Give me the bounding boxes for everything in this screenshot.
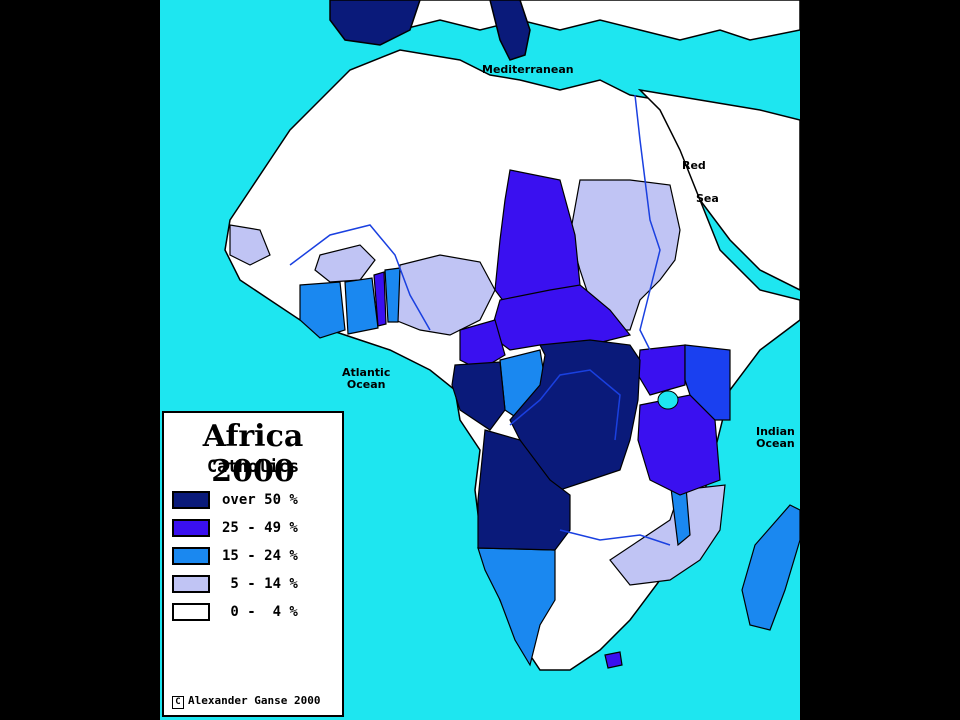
mozambique-lavender (609, 484, 726, 586)
west-africa-lavender (229, 224, 271, 266)
madagascar-blue (741, 504, 800, 631)
atlantic-line-1: Atlantic (342, 366, 391, 379)
africa-map (224, 0, 800, 671)
legend-label: 5 - 14 % (222, 576, 298, 592)
legend-swatch (172, 603, 210, 621)
red-sea-label-2: Sea (696, 192, 719, 205)
legend-row-5-14: 5 - 14 % (172, 575, 338, 595)
credit-text: Alexander Ganse 2000 (188, 694, 321, 707)
atlantic-line-2: Ocean (346, 378, 386, 391)
zambezi-river (559, 529, 671, 546)
mediterranean-label: Mediterranean (482, 63, 574, 76)
legend-label: 0 - 4 % (222, 604, 298, 620)
map-credit: C Alexander Ganse 2000 (172, 694, 320, 709)
niger-river (289, 224, 431, 331)
legend-swatch (172, 575, 210, 593)
nile-river (634, 94, 661, 351)
legend-label: 15 - 24 % (222, 548, 298, 564)
legend-swatch (172, 491, 210, 509)
legend-swatch (172, 519, 210, 537)
legend-swatch (172, 547, 210, 565)
nigeria-lavender (394, 254, 496, 336)
iberia (329, 0, 421, 46)
lesotho-purple (604, 651, 623, 669)
uganda-purple (637, 344, 686, 396)
legend-row-15-24: 15 - 24 % (172, 547, 338, 567)
gabon-navy (451, 361, 506, 431)
indian-line-1: Indian (756, 425, 795, 438)
togo-purple (373, 271, 387, 327)
legend-title: Africa 2000 (202, 419, 304, 489)
atlantic-label: Atlantic Ocean (342, 367, 390, 391)
indian-label: Indian Ocean (756, 426, 795, 450)
legend-label: over 50 % (222, 492, 298, 508)
benin-blue (384, 267, 401, 323)
italy (489, 0, 531, 61)
arabia (637, 88, 800, 291)
sudan-lavender (569, 179, 681, 331)
ivory-coast-blue (299, 281, 346, 339)
legend-row-0-4: 0 - 4 % (172, 603, 338, 623)
legend-row-over-50: over 50 % (172, 491, 338, 511)
drc-navy (509, 339, 641, 491)
namibia-blue (477, 547, 556, 667)
congo-river (509, 369, 621, 441)
indian-line-2: Ocean (756, 437, 795, 450)
ghana-blue (344, 277, 379, 335)
copyright-icon: C (172, 696, 184, 709)
europe-landmass (359, 0, 800, 41)
red-sea-label-1: Red (682, 159, 706, 172)
map-frame: Mediterranean Red Sea Atlantic Ocean Ind… (160, 0, 800, 720)
legend-label: 25 - 49 % (222, 520, 298, 536)
angola-navy (477, 429, 571, 551)
lake-victoria (657, 390, 679, 410)
legend-subtitle: Catholics (206, 457, 300, 477)
legend-row-25-49: 25 - 49 % (172, 519, 338, 539)
kenya-blue (684, 344, 731, 421)
map-legend: Africa 2000 Catholics over 50 % 25 - 49 … (162, 411, 344, 717)
